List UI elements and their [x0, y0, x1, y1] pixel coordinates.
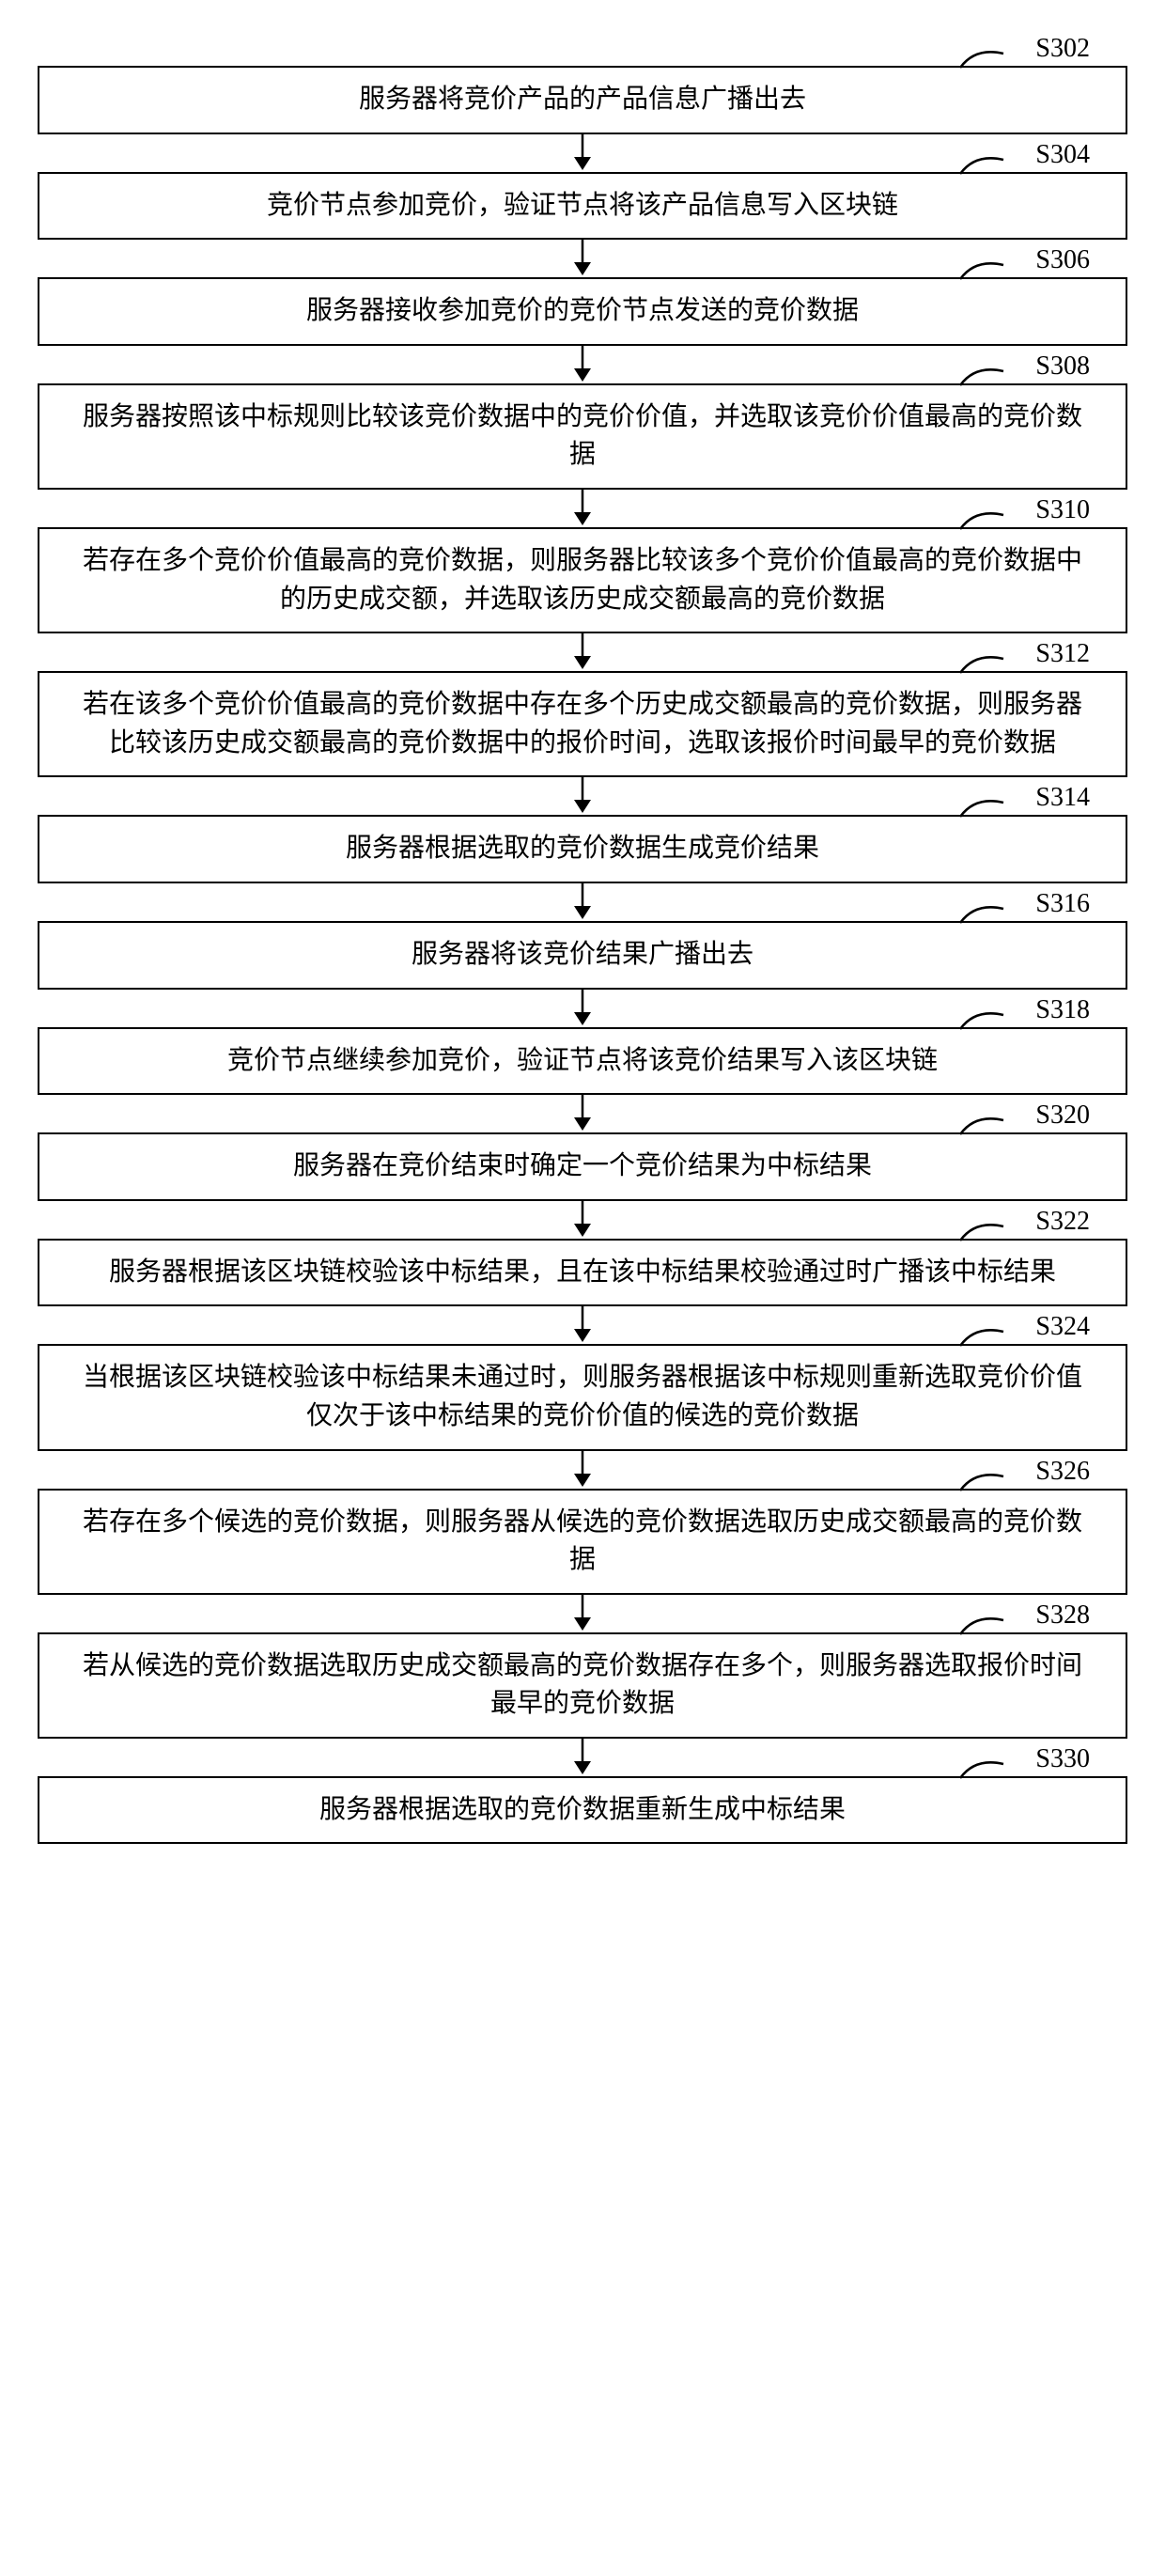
tick-mark-icon [958, 1010, 1005, 1033]
tick-mark-icon [958, 798, 1005, 820]
step-label: S330 [1035, 1744, 1090, 1774]
step-label: S324 [1035, 1312, 1090, 1342]
flow-arrow-icon [571, 240, 594, 275]
tick-mark-icon [958, 367, 1005, 389]
step-text: 服务器在竞价结束时确定一个竞价结果为中标结果 [293, 1147, 872, 1186]
step-box: 若存在多个候选的竞价数据，则服务器从候选的竞价数据选取历史成交额最高的竞价数据 [38, 1489, 1127, 1595]
step-label: S316 [1035, 889, 1090, 919]
step-box: 服务器根据选取的竞价数据生成竞价结果 [38, 815, 1127, 883]
step-box: 服务器将竞价产品的产品信息广播出去 [38, 66, 1127, 134]
flow-arrow-icon [571, 346, 594, 382]
step-box: 服务器将该竞价结果广播出去 [38, 921, 1127, 990]
tick-mark-icon [958, 1116, 1005, 1138]
flow-arrow-icon [571, 990, 594, 1025]
step-text: 若从候选的竞价数据选取历史成交额最高的竞价数据存在多个，则服务器选取报价时间最早… [77, 1647, 1088, 1724]
flow-arrow-icon [571, 1306, 594, 1342]
step-box: 服务器根据该区块链校验该中标结果，且在该中标结果校验通过时广播该中标结果 [38, 1239, 1127, 1307]
tick-mark-icon [958, 49, 1005, 71]
step-text: 若在该多个竞价价值最高的竞价数据中存在多个历史成交额最高的竞价数据，则服务器比较… [77, 686, 1088, 762]
step-box: 服务器根据选取的竞价数据重新生成中标结果 [38, 1776, 1127, 1845]
step-label: S322 [1035, 1207, 1090, 1237]
step-label: S318 [1035, 995, 1090, 1025]
flow-arrow-icon [571, 633, 594, 669]
flow-arrow-icon [571, 883, 594, 919]
flow-arrow-icon [571, 1201, 594, 1237]
step-box: 竞价节点继续参加竞价，验证节点将该竞价结果写入该区块链 [38, 1027, 1127, 1096]
step-s302: S302 服务器将竞价产品的产品信息广播出去 [38, 28, 1127, 134]
step-text: 服务器根据该区块链校验该中标结果，且在该中标结果校验通过时广播该中标结果 [109, 1254, 1056, 1292]
tick-mark-icon [958, 1759, 1005, 1782]
step-label: S310 [1035, 495, 1090, 525]
step-label: S326 [1035, 1457, 1090, 1487]
step-box: 服务器按照该中标规则比较该竞价数据中的竞价价值，并选取该竞价价值最高的竞价数据 [38, 383, 1127, 490]
tick-mark-icon [958, 904, 1005, 927]
step-label: S320 [1035, 1101, 1090, 1131]
step-label: S302 [1035, 34, 1090, 64]
step-text: 若存在多个竞价价值最高的竞价数据，则服务器比较该多个竞价价值最高的竞价数据中的历… [77, 542, 1088, 618]
tick-mark-icon [958, 1472, 1005, 1494]
step-box: 服务器在竞价结束时确定一个竞价结果为中标结果 [38, 1132, 1127, 1201]
step-box: 竞价节点参加竞价，验证节点将该产品信息写入区块链 [38, 172, 1127, 241]
step-box: 服务器接收参加竞价的竞价节点发送的竞价数据 [38, 277, 1127, 346]
step-box: 若从候选的竞价数据选取历史成交额最高的竞价数据存在多个，则服务器选取报价时间最早… [38, 1632, 1127, 1739]
step-label: S306 [1035, 245, 1090, 275]
tick-mark-icon [958, 155, 1005, 178]
step-box: 若存在多个竞价价值最高的竞价数据，则服务器比较该多个竞价价值最高的竞价数据中的历… [38, 527, 1127, 633]
step-text: 服务器将竞价产品的产品信息广播出去 [359, 81, 806, 119]
step-text: 服务器接收参加竞价的竞价节点发送的竞价数据 [306, 292, 859, 331]
step-text: 服务器按照该中标规则比较该竞价数据中的竞价价值，并选取该竞价价值最高的竞价数据 [77, 398, 1088, 475]
step-label: S308 [1035, 351, 1090, 382]
tick-mark-icon [958, 1327, 1005, 1350]
step-label: S312 [1035, 639, 1090, 669]
step-text: 服务器根据选取的竞价数据生成竞价结果 [346, 830, 819, 868]
step-text: 服务器根据选取的竞价数据重新生成中标结果 [319, 1791, 846, 1830]
step-box: 当根据该区块链校验该中标结果未通过时，则服务器根据该中标规则重新选取竞价价值仅次… [38, 1344, 1127, 1450]
flow-arrow-icon [571, 490, 594, 525]
step-label: S314 [1035, 783, 1090, 813]
tick-mark-icon [958, 260, 1005, 283]
flow-arrow-icon [571, 1595, 594, 1631]
tick-mark-icon [958, 654, 1005, 677]
flow-arrow-icon [571, 1451, 594, 1487]
step-box: 若在该多个竞价价值最高的竞价数据中存在多个历史成交额最高的竞价数据，则服务器比较… [38, 671, 1127, 777]
flow-arrow-icon [571, 134, 594, 170]
step-text: 若存在多个候选的竞价数据，则服务器从候选的竞价数据选取历史成交额最高的竞价数据 [77, 1504, 1088, 1580]
flow-arrow-icon [571, 1739, 594, 1774]
step-text: 竞价节点参加竞价，验证节点将该产品信息写入区块链 [267, 187, 898, 226]
step-text: 竞价节点继续参加竞价，验证节点将该竞价结果写入该区块链 [227, 1042, 938, 1081]
tick-mark-icon [958, 510, 1005, 533]
step-label: S328 [1035, 1600, 1090, 1631]
step-label: S304 [1035, 140, 1090, 170]
tick-mark-icon [958, 1616, 1005, 1638]
flow-arrow-icon [571, 1095, 594, 1131]
flow-arrow-icon [571, 777, 594, 813]
step-text: 服务器将该竞价结果广播出去 [412, 936, 753, 975]
flowchart-container: S302 服务器将竞价产品的产品信息广播出去 S304 竞价节点参加竞价，验证节点将该… [38, 28, 1127, 1844]
step-text: 当根据该区块链校验该中标结果未通过时，则服务器根据该中标规则重新选取竞价价值仅次… [77, 1359, 1088, 1435]
tick-mark-icon [958, 1222, 1005, 1244]
step-label-row: S302 [38, 28, 1127, 66]
